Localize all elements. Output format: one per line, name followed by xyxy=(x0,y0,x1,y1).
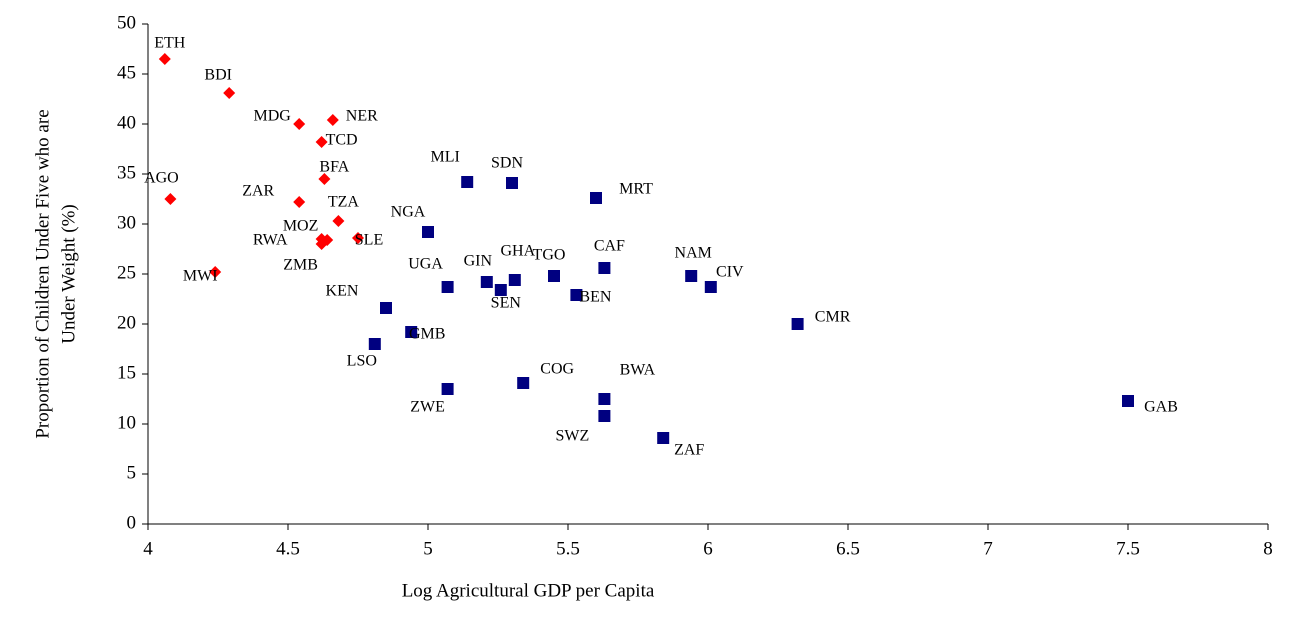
x-tick-label: 4 xyxy=(143,538,153,559)
x-tick-label: 4.5 xyxy=(276,538,300,559)
data-point xyxy=(158,53,171,65)
data-point xyxy=(318,173,331,185)
y-tick-label: 50 xyxy=(117,12,136,33)
point-label: BWA xyxy=(620,362,656,379)
y-tick-label: 40 xyxy=(117,112,136,133)
y-tick-label: 0 xyxy=(127,512,137,533)
y-tick-label: 45 xyxy=(117,62,136,83)
x-tick-label: 6.5 xyxy=(836,538,860,559)
point-label: SDN xyxy=(491,155,523,172)
point-label: GIN xyxy=(464,253,493,270)
point-label: MWI xyxy=(183,268,218,285)
data-point xyxy=(517,377,530,389)
point-label: CMR xyxy=(815,309,851,326)
point-label: SLE xyxy=(355,232,383,249)
x-tick-label: 5 xyxy=(423,538,433,559)
x-tick-label: 6 xyxy=(703,538,713,559)
point-label: ZWE xyxy=(410,399,445,416)
data-point xyxy=(315,136,328,148)
data-point xyxy=(598,410,611,422)
point-label: TZA xyxy=(328,194,360,211)
data-point xyxy=(293,196,306,208)
data-point xyxy=(441,281,454,293)
point-label: BDI xyxy=(204,67,232,84)
data-point xyxy=(293,118,306,130)
y-tick-label: 30 xyxy=(117,212,136,233)
data-point xyxy=(570,289,583,301)
y-axis-title: Proportion of Children Under Five who ar… xyxy=(32,109,53,438)
y-tick-label: 5 xyxy=(127,462,137,483)
x-tick-label: 5.5 xyxy=(556,538,580,559)
point-label: GAB xyxy=(1144,399,1178,416)
data-point xyxy=(791,318,804,330)
y-tick-label: 10 xyxy=(117,412,136,433)
data-point xyxy=(548,270,560,282)
data-point xyxy=(704,281,717,293)
data-point xyxy=(332,215,345,227)
point-label: BEN xyxy=(579,289,611,306)
point-label: CIV xyxy=(716,264,744,281)
data-point xyxy=(685,270,698,282)
data-point xyxy=(441,383,454,395)
data-point xyxy=(1122,395,1134,407)
x-tick-label: 8 xyxy=(1263,538,1273,559)
point-label: KEN xyxy=(326,283,359,300)
data-point xyxy=(598,393,611,405)
point-label: ZMB xyxy=(283,257,318,274)
point-label: COG xyxy=(540,361,574,378)
point-label: MLI xyxy=(431,149,460,166)
point-label: MOZ xyxy=(283,218,319,235)
point-label: MRT xyxy=(619,181,653,198)
point-label: TGO xyxy=(533,247,566,264)
point-label: NAM xyxy=(675,245,712,262)
x-tick-label: 7 xyxy=(983,538,993,559)
point-label: BFA xyxy=(319,159,349,176)
point-label: LSO xyxy=(347,353,377,370)
data-point xyxy=(164,193,177,205)
point-label: RWA xyxy=(253,232,288,249)
point-label: SEN xyxy=(491,295,522,312)
data-point xyxy=(405,326,418,338)
point-label: SWZ xyxy=(556,428,590,445)
data-point xyxy=(480,276,493,288)
point-label: UGA xyxy=(408,256,443,273)
data-point xyxy=(326,114,339,126)
point-label: GHA xyxy=(500,243,535,260)
data-point xyxy=(494,284,507,296)
x-tick-label: 7.5 xyxy=(1116,538,1140,559)
data-point xyxy=(590,192,602,204)
point-label: ZAF xyxy=(674,442,704,459)
y-axis-title: Under Weight (%) xyxy=(58,204,79,344)
point-label: NGA xyxy=(391,204,426,221)
point-label: GMB xyxy=(409,326,445,343)
point-label: ZAR xyxy=(242,183,274,200)
data-point xyxy=(368,338,381,350)
point-label: CAF xyxy=(594,238,625,255)
data-point xyxy=(380,302,392,314)
point-label: AGO xyxy=(144,170,179,187)
point-label: MDG xyxy=(254,108,292,125)
x-axis-title: Log Agricultural GDP per Capita xyxy=(402,580,655,601)
point-label: ETH xyxy=(154,35,186,52)
data-point xyxy=(209,266,222,278)
data-point xyxy=(461,176,474,188)
y-tick-label: 15 xyxy=(117,362,136,383)
data-point xyxy=(506,177,518,189)
y-tick-label: 25 xyxy=(117,262,136,283)
y-tick-label: 20 xyxy=(117,312,136,333)
point-label: TCD xyxy=(326,132,358,149)
data-point xyxy=(598,262,611,274)
data-point xyxy=(508,274,521,286)
data-point xyxy=(422,226,434,238)
y-tick-label: 35 xyxy=(117,162,136,183)
point-label: NER xyxy=(346,108,378,125)
data-point xyxy=(223,87,236,99)
data-point xyxy=(657,432,670,444)
data-point xyxy=(315,238,328,250)
data-point xyxy=(352,232,364,244)
